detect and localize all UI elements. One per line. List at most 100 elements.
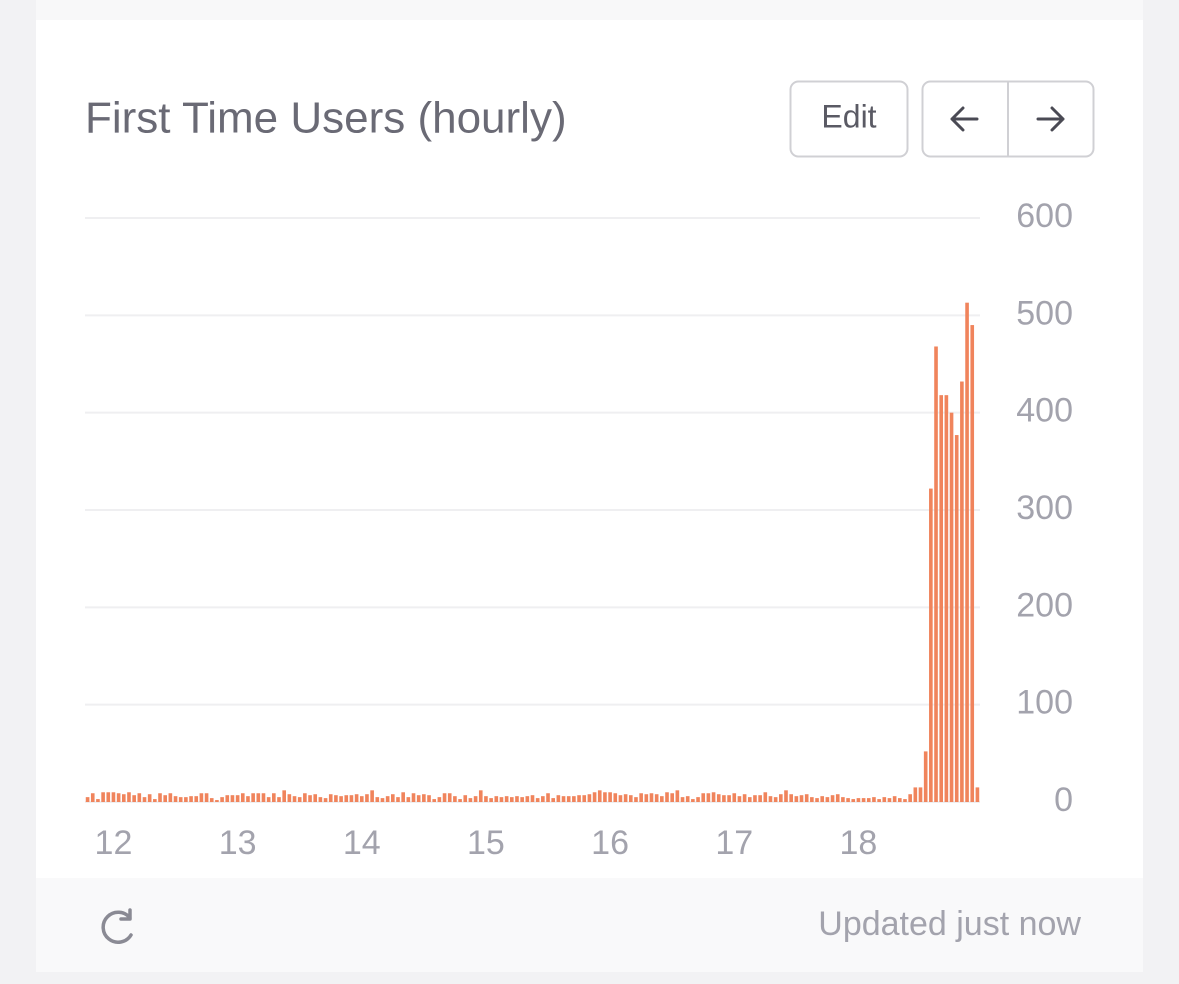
bar xyxy=(789,794,793,802)
x-tick-label: 15 xyxy=(467,824,505,862)
bar xyxy=(365,794,369,802)
bar xyxy=(732,793,737,802)
bar xyxy=(437,797,442,802)
bar xyxy=(453,796,457,802)
bar xyxy=(608,792,612,802)
x-tick-label: 16 xyxy=(591,824,629,862)
bar xyxy=(799,795,804,802)
bar xyxy=(727,795,731,802)
bar xyxy=(189,796,193,802)
bar xyxy=(380,798,385,802)
plot: 0 100 200 300 400 500 600 12 13 14 15 16 17 18 xyxy=(85,197,1073,862)
bar xyxy=(758,795,762,802)
bar xyxy=(499,797,504,802)
bar xyxy=(344,795,349,802)
y-tick-label: 0 xyxy=(1054,781,1073,819)
bar xyxy=(116,793,121,802)
bar xyxy=(685,796,690,802)
bar xyxy=(339,796,343,802)
bar xyxy=(489,798,493,802)
bar xyxy=(287,794,292,802)
bar xyxy=(178,797,183,802)
bar xyxy=(908,794,912,802)
bar xyxy=(282,790,286,802)
bar xyxy=(665,792,669,802)
bar xyxy=(965,302,969,802)
bar xyxy=(334,795,338,802)
bar xyxy=(691,799,695,802)
bar xyxy=(137,793,142,802)
bar xyxy=(618,795,623,802)
bar xyxy=(194,796,199,802)
bar xyxy=(127,792,131,802)
bar xyxy=(240,793,245,802)
bar xyxy=(411,793,416,802)
refresh-button[interactable] xyxy=(101,908,133,944)
bar xyxy=(147,794,152,802)
bar xyxy=(680,797,685,802)
y-tick-label: 500 xyxy=(1016,294,1073,332)
bar xyxy=(515,796,519,802)
bar xyxy=(447,793,452,802)
bar xyxy=(509,797,514,802)
bar xyxy=(913,787,918,802)
bar xyxy=(929,488,933,802)
bar xyxy=(142,797,147,802)
bar xyxy=(613,793,618,802)
bar xyxy=(153,799,157,802)
bar xyxy=(359,796,364,802)
bar xyxy=(520,797,524,802)
prev-button[interactable] xyxy=(950,106,979,132)
bar xyxy=(121,794,126,802)
bar xyxy=(660,796,664,802)
bar xyxy=(835,794,840,802)
bar xyxy=(644,794,649,802)
bar xyxy=(215,800,219,802)
bar xyxy=(422,794,426,802)
bar xyxy=(551,798,556,802)
bar xyxy=(251,793,255,802)
bar xyxy=(266,797,271,802)
bar xyxy=(701,793,706,802)
bar xyxy=(975,787,980,802)
bar xyxy=(903,799,907,802)
bar xyxy=(887,798,892,802)
bar xyxy=(566,796,571,802)
bar xyxy=(173,796,178,802)
bar xyxy=(168,793,173,802)
bar xyxy=(106,792,111,802)
bar xyxy=(830,795,835,802)
bar xyxy=(230,795,235,802)
bar xyxy=(747,797,752,802)
bar xyxy=(623,794,628,802)
bar xyxy=(918,787,923,802)
x-tick-label: 12 xyxy=(95,824,133,862)
bar xyxy=(432,799,437,802)
bar xyxy=(442,793,447,802)
bar xyxy=(582,795,587,802)
bar xyxy=(711,792,716,802)
edit-button-box[interactable] xyxy=(789,80,909,158)
bar xyxy=(184,797,188,802)
bar xyxy=(773,797,778,802)
bar xyxy=(634,797,638,802)
bar xyxy=(220,797,224,802)
bar xyxy=(504,796,509,802)
bar xyxy=(815,798,819,802)
bar xyxy=(587,794,592,802)
bar xyxy=(132,795,136,802)
y-tick-label: 400 xyxy=(1016,392,1073,430)
edit-button[interactable]: Edit xyxy=(789,80,909,158)
edit-label[interactable]: Edit xyxy=(821,98,876,134)
next-button[interactable] xyxy=(1036,106,1065,132)
bar xyxy=(158,793,162,802)
bar xyxy=(90,793,95,802)
bar xyxy=(256,793,261,802)
bar xyxy=(546,793,550,802)
bar xyxy=(675,790,680,802)
bar xyxy=(794,796,799,802)
bar xyxy=(261,793,266,802)
bar xyxy=(541,796,545,802)
bar xyxy=(235,795,240,802)
bar xyxy=(768,796,773,802)
